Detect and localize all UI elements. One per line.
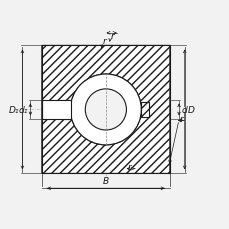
Text: B: B — [102, 177, 109, 185]
Text: r: r — [102, 37, 106, 46]
Circle shape — [70, 75, 141, 145]
Polygon shape — [42, 100, 71, 120]
Text: r: r — [179, 114, 183, 123]
Circle shape — [85, 90, 126, 131]
Text: D: D — [187, 106, 194, 114]
Text: r: r — [127, 162, 131, 171]
Text: r: r — [110, 32, 114, 41]
Text: d: d — [181, 106, 187, 114]
Bar — [42, 46, 169, 174]
Polygon shape — [60, 100, 69, 120]
PathPatch shape — [42, 46, 169, 174]
Text: D₁: D₁ — [9, 106, 20, 114]
Polygon shape — [140, 103, 149, 117]
Text: d₁: d₁ — [18, 106, 27, 114]
